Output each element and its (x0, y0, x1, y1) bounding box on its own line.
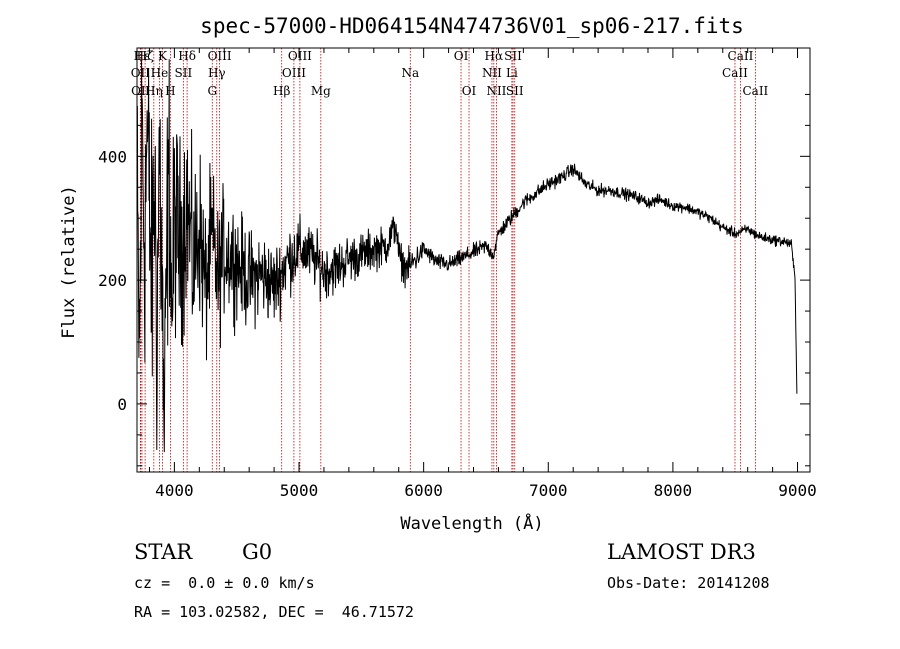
x-tick-label: 8000 (654, 481, 693, 500)
x-tick-label: 6000 (404, 481, 443, 500)
y-tick-label: 0 (117, 395, 127, 414)
y-tick-label: 200 (98, 271, 127, 290)
line-marker-label: CaII (742, 84, 768, 98)
survey-name: LAMOST DR3 (607, 540, 756, 564)
line-marker-label: OIII (282, 66, 306, 80)
axis-ticks (137, 48, 810, 472)
line-marker-label: Hδ (178, 49, 196, 63)
observation-date: Obs-Date: 20141208 (607, 574, 770, 592)
line-marker-label: CaII (722, 66, 748, 80)
object-class: STAR (134, 540, 193, 564)
x-tick-label: 5000 (280, 481, 319, 500)
y-axis-label: Flux (relative) (59, 185, 79, 339)
line-marker-label: OIII (288, 49, 312, 63)
y-tick-label: 400 (98, 147, 127, 166)
line-marker-label: Hβ (273, 84, 290, 98)
coordinates: RA = 103.02582, DEC = 46.71572 (134, 603, 414, 621)
line-marker-label: K (158, 49, 168, 63)
line-marker-label: G (207, 84, 217, 98)
line-marker-label: H (165, 84, 175, 98)
x-tick-label: 7000 (529, 481, 568, 500)
line-marker-label: NII (486, 84, 506, 98)
spectrum-line (136, 59, 798, 453)
x-tick-label: 9000 (778, 481, 817, 500)
axis-tick-labels: 4000 5000 6000 7000 8000 9000 0 200 400 (98, 147, 817, 500)
line-marker-label: He (151, 66, 169, 80)
line-marker-label: Hε (134, 49, 151, 63)
line-marker-label: Hα (485, 49, 504, 63)
redshift-value: cz = 0.0 ± 0.0 km/s (134, 574, 315, 592)
line-marker-label: Na (401, 66, 419, 80)
line-marker-label: Hη (145, 84, 163, 98)
line-marker-label: CaII (728, 49, 754, 63)
line-marker-label: SII (175, 66, 193, 80)
line-marker-label: NII (482, 66, 502, 80)
x-axis-label: Wavelength (Å) (400, 512, 543, 534)
chart-title: spec-57000-HD064154N474736V01_sp06-217.f… (200, 14, 744, 38)
line-marker-label: Hζ (137, 49, 154, 63)
line-marker-label: Hγ (208, 66, 226, 80)
line-marker-label: SII (504, 49, 522, 63)
line-marker-label: OI (462, 84, 477, 98)
line-marker-label: SII (506, 84, 524, 98)
line-marker-label: OI (454, 49, 469, 63)
line-marker-label: OII (131, 84, 151, 98)
line-marker-label: OIII (208, 49, 232, 63)
object-subclass: G0 (242, 540, 273, 564)
line-marker-label: Mg (311, 84, 331, 98)
line-marker-label: OII (131, 66, 151, 80)
line-marker-label: Li (506, 66, 518, 80)
x-tick-label: 4000 (155, 481, 194, 500)
